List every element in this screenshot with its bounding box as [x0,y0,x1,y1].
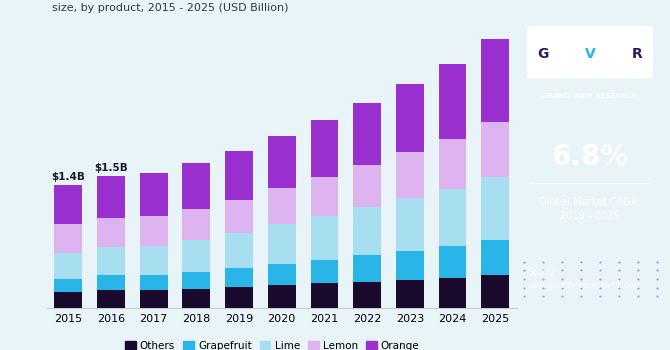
Bar [182,240,210,272]
Bar [481,122,509,177]
Bar [182,163,210,209]
Bar [396,152,423,198]
Bar [481,38,509,122]
Bar [97,218,125,247]
Bar [396,84,423,152]
Text: Global Market CAGR,
2019 - 2025: Global Market CAGR, 2019 - 2025 [539,197,641,221]
Bar [353,282,381,308]
Bar [225,200,253,233]
Text: $1.4B: $1.4B [52,172,85,182]
Bar [353,103,381,164]
Bar [54,185,82,224]
Bar [439,246,466,278]
Bar [396,251,423,280]
Bar [481,240,509,275]
Bar [268,188,295,224]
Text: $1.5B: $1.5B [94,163,128,173]
FancyBboxPatch shape [527,26,653,78]
Bar [481,275,509,308]
Bar [140,216,168,246]
Bar [182,209,210,240]
Bar [439,189,466,246]
Bar [225,151,253,200]
Bar [439,278,466,308]
Text: R: R [632,47,643,61]
Bar [310,284,338,308]
Text: G: G [537,47,549,61]
Bar [54,279,82,292]
Bar [268,285,295,308]
Point [527,181,535,185]
Legend: Others, Grapefruit, Lime, Lemon, Orange: Others, Grapefruit, Lime, Lemon, Orange [121,336,423,350]
Bar [97,275,125,290]
Bar [396,280,423,308]
Bar [97,176,125,218]
Bar [140,246,168,275]
Bar [54,292,82,308]
Bar [396,198,423,251]
Bar [182,289,210,308]
Bar [140,173,168,216]
Bar [310,216,338,260]
Bar [225,287,253,308]
Bar [481,177,509,240]
Bar [97,247,125,275]
Text: 6.8%: 6.8% [551,143,628,171]
Bar [439,139,466,189]
Text: size, by product, 2015 - 2025 (USD Billion): size, by product, 2015 - 2025 (USD Billi… [52,3,288,13]
Bar [310,120,338,177]
Bar [182,272,210,289]
Point [645,181,653,185]
Bar [353,164,381,207]
Bar [353,255,381,282]
Bar [439,64,466,139]
Text: V: V [584,47,595,61]
Bar [310,260,338,284]
Bar [140,275,168,290]
Bar [353,207,381,255]
Bar [268,136,295,188]
Text: Source:
www.grandviewresearch.com: Source: www.grandviewresearch.com [528,268,641,290]
Bar [225,268,253,287]
Bar [97,290,125,308]
Bar [54,224,82,253]
Bar [140,290,168,308]
Bar [225,233,253,268]
Text: GRAND VIEW RESEARCH: GRAND VIEW RESEARCH [543,93,637,99]
Bar [310,177,338,216]
Bar [268,264,295,285]
Bar [54,253,82,279]
Bar [268,224,295,264]
